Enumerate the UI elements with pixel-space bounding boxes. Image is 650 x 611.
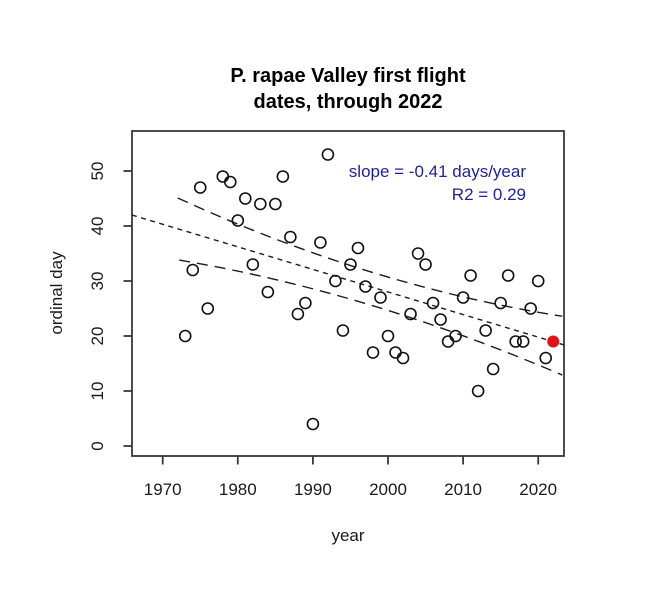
- data-point: [449, 329, 462, 343]
- data-point: [351, 241, 365, 255]
- data-point: [471, 384, 485, 398]
- data-point: [494, 296, 507, 310]
- x-axis-label: year: [331, 526, 365, 545]
- data-point: [524, 302, 537, 315]
- lower-confidence-band-line: [179, 259, 563, 376]
- data-point: [239, 192, 252, 205]
- data-point: [201, 302, 215, 315]
- data-point: [186, 263, 200, 277]
- data-point: [291, 307, 305, 321]
- data-point: [441, 335, 455, 348]
- data-point: [389, 346, 402, 359]
- data-point: [539, 351, 553, 365]
- data-point: [336, 324, 350, 337]
- y-tick-label: 0: [88, 441, 107, 451]
- data-point: [426, 296, 440, 310]
- slope-text: slope = -0.41 days/year: [348, 162, 526, 181]
- y-tick-label: 20: [88, 326, 107, 346]
- data-point: [381, 329, 395, 343]
- data-point: [254, 197, 267, 211]
- data-point: [193, 181, 207, 194]
- data-point: [531, 274, 545, 288]
- data-point: [216, 170, 230, 183]
- data-point: [456, 291, 470, 304]
- data-point: [276, 170, 290, 183]
- x-tick-label: 2010: [444, 480, 482, 499]
- y-tick-label: 50: [88, 161, 107, 181]
- data-point: [404, 307, 417, 321]
- regression-line: [131, 214, 564, 346]
- data-point: [359, 280, 372, 293]
- y-tick-label: 30: [88, 271, 107, 291]
- chart-title-line1: P. rapae Valley first flight: [230, 65, 466, 87]
- data-point: [344, 258, 357, 271]
- data-point: [223, 175, 237, 189]
- data-point: [329, 274, 342, 288]
- r2-text: R2 = 0.29: [451, 185, 526, 204]
- data-point: [501, 269, 515, 282]
- data-point: [178, 329, 192, 343]
- chart-title: P. rapae Valley first flight dates, thro…: [132, 63, 564, 115]
- data-point: [366, 346, 380, 359]
- y-tick-label: 40: [88, 216, 107, 236]
- y-tick-label: 10: [88, 381, 107, 401]
- data-point: [231, 214, 245, 227]
- data-point: [299, 296, 312, 310]
- data-point: [321, 148, 335, 161]
- data-point: [269, 197, 282, 211]
- chart-title-line2: dates, through 2022: [253, 91, 443, 113]
- data-point: [509, 335, 522, 348]
- data-point: [306, 417, 320, 431]
- x-tick-label: 2000: [369, 480, 407, 499]
- data-point: [284, 230, 297, 244]
- data-point: [246, 258, 260, 271]
- data-point: [486, 362, 500, 376]
- y-axis-label: ordinal day: [47, 251, 66, 335]
- trend-annotation: slope = -0.41 days/year R2 = 0.29: [349, 160, 526, 206]
- data-point: [261, 285, 275, 299]
- data-point: [396, 351, 410, 365]
- x-tick-label: 2020: [519, 480, 558, 499]
- x-tick-label: 1970: [143, 480, 182, 499]
- data-point: [374, 291, 387, 304]
- highlight-point-2022: [547, 335, 560, 348]
- data-point: [479, 324, 492, 337]
- data-point: [434, 313, 447, 326]
- data-point: [411, 247, 425, 260]
- data-point: [314, 236, 327, 249]
- data-point: [464, 269, 477, 282]
- upper-confidence-band-line: [177, 197, 563, 317]
- plot-box: [131, 130, 565, 457]
- data-point: [419, 258, 432, 271]
- x-tick-label: 1990: [293, 480, 332, 499]
- data-point: [516, 335, 530, 348]
- x-tick-label: 1980: [218, 480, 257, 499]
